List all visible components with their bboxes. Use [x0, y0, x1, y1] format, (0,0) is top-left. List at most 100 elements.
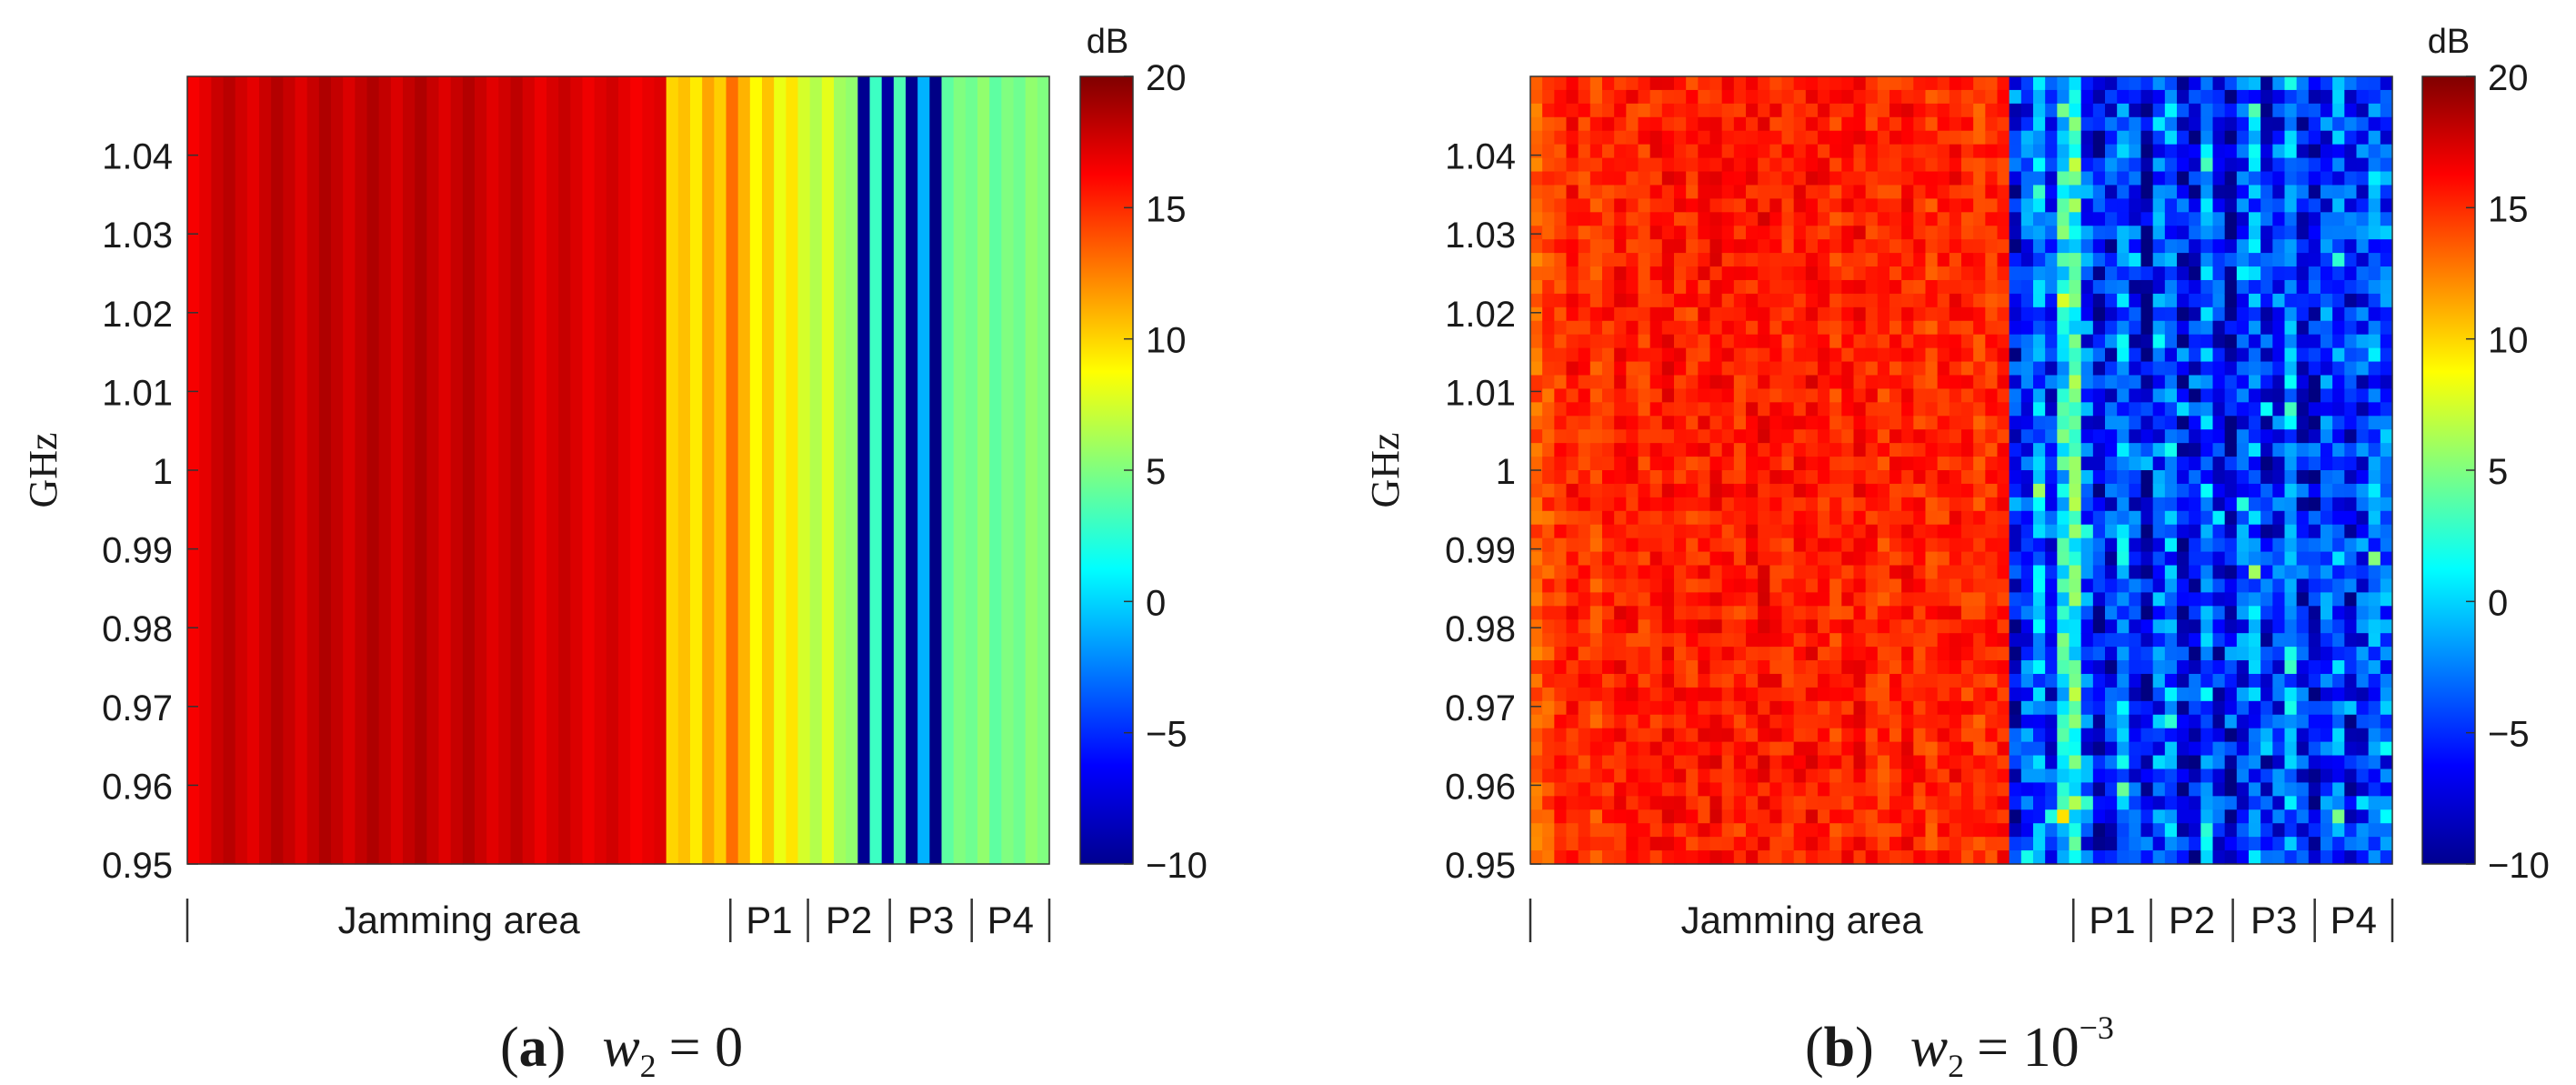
heatmap-cell [1961, 375, 1974, 390]
heatmap-cell [1733, 226, 1747, 240]
heatmap-cell [2212, 116, 2226, 132]
heatmap-cell [2189, 551, 2201, 567]
heatmap-cell [1709, 89, 1723, 105]
heatmap-cell [1889, 483, 1902, 498]
heatmap-cell [2368, 809, 2381, 824]
heatmap-cell [2189, 103, 2201, 118]
heatmap-cell [2212, 347, 2226, 363]
heatmap-cell [2224, 687, 2238, 702]
heatmap-cell [2057, 116, 2070, 132]
heatmap-cell [881, 76, 895, 865]
heatmap-cell [2260, 714, 2273, 729]
heatmap-cell [1961, 633, 1974, 648]
heatmap-cell [2272, 279, 2286, 295]
heatmap-cell [2272, 470, 2286, 485]
heatmap-cell [1889, 457, 1902, 471]
heatmap-cell [1746, 443, 1759, 457]
heatmap-cell [2236, 470, 2250, 485]
heatmap-cell [1997, 375, 2010, 390]
heatmap-cell [2284, 809, 2298, 824]
heatmap-cell [1973, 565, 1986, 580]
heatmap-cell [1985, 266, 1999, 281]
heatmap-cell [1709, 429, 1723, 444]
heatmap-cell [1709, 388, 1723, 403]
heatmap-cell [2200, 443, 2214, 457]
heatmap-cell [2356, 443, 2370, 457]
heatmap-cell [1649, 157, 1663, 173]
heatmap-cell [2332, 755, 2345, 770]
heatmap-cell [2105, 375, 2118, 390]
heatmap-cell [2164, 510, 2178, 526]
heatmap-cell [2189, 293, 2201, 308]
heatmap-cell [1542, 144, 1555, 159]
y-tick-label: 1 [153, 452, 173, 492]
heatmap-cell [1901, 293, 1914, 308]
heatmap-cell [1961, 416, 1974, 430]
heatmap-cell [2344, 769, 2358, 784]
heatmap-cell [2152, 741, 2166, 757]
heatmap-cell [1793, 116, 1807, 132]
heatmap-cell [1686, 782, 1699, 797]
heatmap-cell [2177, 293, 2190, 308]
heatmap-cell [1997, 239, 2010, 254]
heatmap-cell [1709, 212, 1723, 226]
heatmap-cell [2296, 673, 2310, 688]
heatmap-cell [1769, 116, 1783, 132]
heatmap-cell [2129, 388, 2142, 403]
heatmap-cell [2177, 266, 2190, 281]
heatmap-cell [1925, 687, 1939, 702]
heatmap-cell [1589, 660, 1603, 675]
heatmap-cell [2177, 850, 2190, 865]
heatmap-cell [2092, 457, 2106, 471]
heatmap-cell [1877, 226, 1890, 240]
heatmap-cell [2069, 89, 2082, 105]
heatmap-cell [1661, 130, 1675, 146]
heatmap-cell [1973, 347, 1986, 363]
heatmap-cell [2212, 782, 2226, 797]
heatmap-cell [1973, 606, 1986, 620]
heatmap-cell [1997, 334, 2010, 349]
heatmap-cell [1746, 293, 1759, 308]
heatmap-cell [2296, 700, 2310, 716]
heatmap-cell [2164, 823, 2178, 838]
heatmap-cell [2045, 755, 2058, 770]
heatmap-cell [2224, 510, 2238, 526]
heatmap-cell [1638, 850, 1651, 865]
heatmap-cell [1649, 700, 1663, 716]
heatmap-cell [2020, 470, 2034, 485]
heatmap-cell [1805, 850, 1819, 865]
heatmap-cell [1829, 660, 1842, 675]
heatmap-cell [1698, 687, 1711, 702]
heatmap-cell [1997, 76, 2010, 91]
heatmap-cell [1877, 266, 1890, 281]
heatmap-cell [1997, 185, 2010, 199]
heatmap-cell [2212, 253, 2226, 267]
region-label: P2 [2169, 899, 2215, 941]
heatmap-cell [2080, 741, 2094, 757]
heatmap-cell [2236, 416, 2250, 430]
heatmap-cell [1649, 320, 1663, 336]
heatmap-cell [1949, 347, 1962, 363]
heatmap-cell [2272, 606, 2286, 620]
heatmap-cell [2129, 578, 2142, 593]
heatmap-cell [1589, 279, 1603, 295]
heatmap-cell [1758, 769, 1770, 784]
heatmap-cell [1530, 524, 1543, 539]
heatmap-cell [2224, 144, 2238, 159]
heatmap-cell [2296, 524, 2310, 539]
heatmap-cell [2356, 239, 2370, 254]
heatmap-cell [1913, 130, 1927, 146]
heatmap-cell [1841, 388, 1855, 403]
heatmap-cell [2200, 647, 2214, 661]
heatmap-cell [2080, 457, 2094, 471]
heatmap-cell [2284, 470, 2298, 485]
heatmap-cell [2164, 334, 2178, 349]
heatmap-cell [1554, 606, 1568, 620]
heatmap-cell [1877, 470, 1890, 485]
heatmap-cell [2092, 755, 2106, 770]
heatmap-cell [2045, 130, 2058, 146]
heatmap-cell [1661, 239, 1675, 254]
heatmap-cell [2057, 226, 2070, 240]
heatmap-cell [1566, 823, 1579, 838]
heatmap-cell [1949, 334, 1962, 349]
